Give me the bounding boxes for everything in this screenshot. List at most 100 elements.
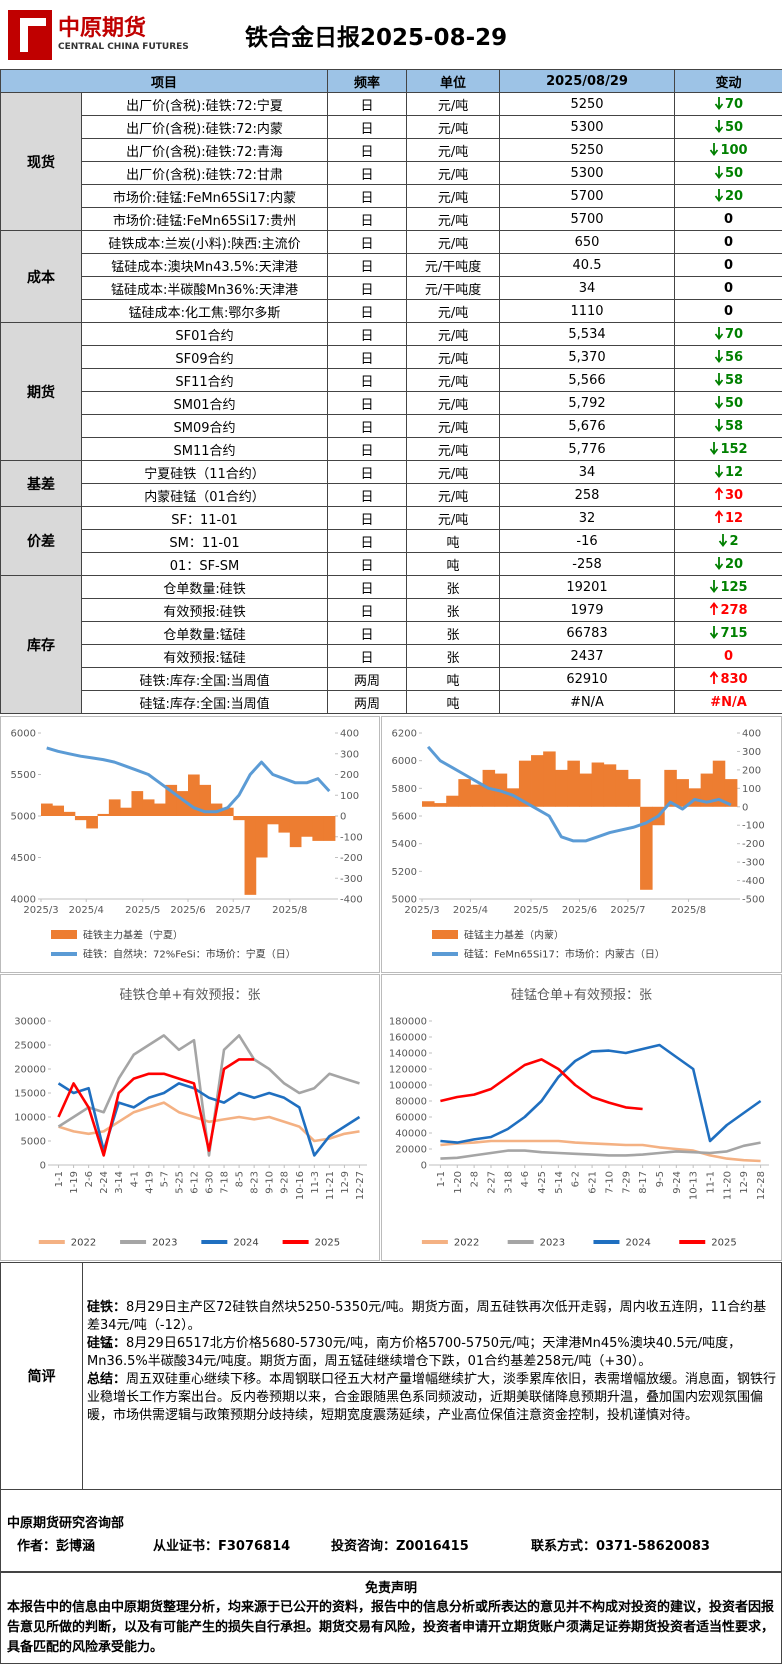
- cell-item: SF01合约: [80, 322, 329, 346]
- cell-unit: 张: [406, 575, 501, 599]
- change-value: 58: [724, 419, 744, 434]
- change-value: 715: [720, 626, 748, 641]
- arrow-path: [714, 487, 724, 500]
- legend-swatch: [51, 930, 77, 939]
- cell-change: 58: [674, 368, 782, 392]
- column-header: 2025/08/29: [499, 69, 676, 93]
- line-series: [440, 1058, 643, 1111]
- cell-change: 58: [674, 414, 782, 438]
- cell-item: 硅铁:库存:全国:当周值: [80, 667, 329, 691]
- cell-change: 0: [674, 644, 782, 668]
- contact: 联系方式：0371-58620083: [531, 1539, 710, 1554]
- arrow-path: [714, 120, 724, 133]
- x-tick-label: 9-28: [280, 1171, 291, 1194]
- cell-item: 宁夏硅铁（11合约）: [80, 460, 329, 484]
- change-value: 20: [724, 189, 744, 204]
- table-row: 基差 宁夏硅铁（11合约）日元/吨 34 12: [0, 460, 782, 507]
- arrow-path: [710, 143, 719, 156]
- bar: [312, 816, 325, 841]
- cell-change: 2: [674, 529, 782, 553]
- cell-item: SF11合约: [80, 368, 329, 392]
- y-tick-label: 30000: [14, 1017, 46, 1028]
- table-row: 仓单数量:锰硅日张 66783 715: [1, 621, 782, 645]
- group-label: 库存: [0, 575, 82, 714]
- arrow-icon: [714, 189, 724, 202]
- arrow-path: [714, 327, 724, 340]
- y-tick-label: 80000: [395, 1097, 427, 1108]
- cell-value: 66783: [499, 621, 676, 645]
- change-value: 0: [723, 211, 734, 227]
- y2-tick-label: -100: [742, 821, 765, 832]
- commentary-body: 硅铁：8月29日主产区72硅铁自然块5250-5350元/吨。期货方面，周五硅铁…: [87, 1299, 777, 1425]
- arrow-icon: [714, 166, 724, 179]
- cell-unit: 张: [406, 644, 501, 668]
- cell-value: 5,534: [499, 322, 676, 346]
- commentary: 简评 硅铁：8月29日主产区72硅铁自然块5250-5350元/吨。期货方面，周…: [0, 1262, 782, 1490]
- column-header: 变动: [674, 69, 782, 93]
- bar: [41, 803, 53, 816]
- legend-label: 2025: [711, 1238, 736, 1249]
- legend-label: 2022: [454, 1238, 479, 1249]
- table-row: SM09合约日元/吨 5,676 58: [1, 414, 782, 438]
- cell-value: 40.5: [499, 253, 676, 277]
- cell-value: 5300: [499, 115, 676, 139]
- bar: [131, 791, 144, 816]
- x-tick-label: 2-8: [470, 1171, 481, 1187]
- cell-change: 20: [674, 184, 782, 208]
- legend-label: 硅锰：FeMn65Si17：市场价：内蒙古（日）: [464, 948, 665, 961]
- bar: [97, 813, 110, 816]
- arrow-path: [719, 534, 728, 547]
- bar: [188, 774, 200, 816]
- footer: 中原期货研究咨询部 作者：彭博涵 从业证书：F3076814 投资咨询：Z001…: [0, 1490, 782, 1572]
- logo-icon: [8, 10, 52, 60]
- cell-item: 市场价:硅锰:FeMn65Si17:内蒙: [80, 184, 329, 208]
- cell-unit: 元/吨: [406, 345, 501, 369]
- y-tick-label: 0: [421, 1161, 427, 1172]
- table-row: 出厂价(含税):硅铁:72:青海日元/吨 5250 100: [1, 138, 782, 162]
- cell-freq: 日: [327, 575, 408, 599]
- y2-tick-label: 0: [340, 812, 346, 823]
- x-tick-label: 5-14: [554, 1171, 565, 1194]
- x-tick-label: 2025/5: [125, 905, 160, 916]
- cell-value: 5250: [499, 92, 676, 116]
- cell-freq: 日: [327, 598, 408, 622]
- cell-freq: 日: [327, 391, 408, 415]
- cell-change: 278: [674, 598, 782, 622]
- cell-item: 有效预报:硅铁: [80, 598, 329, 622]
- y-tick-label: 140000: [389, 1049, 427, 1060]
- change-value: 0: [723, 257, 734, 273]
- y2-tick-label: -300: [340, 874, 363, 885]
- cell-change: 0: [674, 207, 782, 231]
- cell-change: 100: [674, 138, 782, 162]
- x-tick-label: 1-1: [54, 1171, 65, 1187]
- bar: [108, 799, 121, 816]
- cell-unit: 吨: [406, 690, 501, 714]
- group-label: 价差: [0, 506, 82, 576]
- x-tick-label: 6-21: [588, 1171, 599, 1194]
- cell-value: 5,370: [499, 345, 676, 369]
- y2-tick-label: -200: [340, 853, 363, 864]
- bar: [518, 760, 532, 807]
- y-tick-label: 5500: [11, 770, 36, 781]
- cell-unit: 吨: [406, 552, 501, 576]
- cert: 从业证书：F3076814: [153, 1539, 291, 1554]
- bar: [615, 769, 629, 807]
- x-tick-label: 4-19: [144, 1171, 155, 1194]
- cell-value: 5,676: [499, 414, 676, 438]
- legend-label: 硅铁主力基差（宁夏）: [83, 929, 183, 942]
- cell-freq: 日: [327, 322, 408, 346]
- data-table: 项目 频率 单位 2025/08/29 变动 现货 出厂价(含税):硅铁:72:宁夏日元/吨…: [0, 69, 782, 714]
- cell-unit: 元/吨: [406, 115, 501, 139]
- x-tick-label: 11-20: [722, 1171, 733, 1200]
- x-tick-label: 2025/6: [562, 905, 597, 916]
- cell-unit: 元/吨: [406, 207, 501, 231]
- arrow-icon: [714, 120, 724, 133]
- x-tick-label: 2025/6: [170, 905, 205, 916]
- cell-value: 5,776: [499, 437, 676, 461]
- chart-title: 硅铁仓单+有效预报：张: [120, 988, 261, 1003]
- table-row: SF09合约日元/吨 5,370 56: [1, 345, 782, 369]
- change-value: #N/A: [710, 694, 747, 710]
- x-tick-label: 2025/3: [404, 905, 439, 916]
- legend-label: 2023: [152, 1238, 177, 1249]
